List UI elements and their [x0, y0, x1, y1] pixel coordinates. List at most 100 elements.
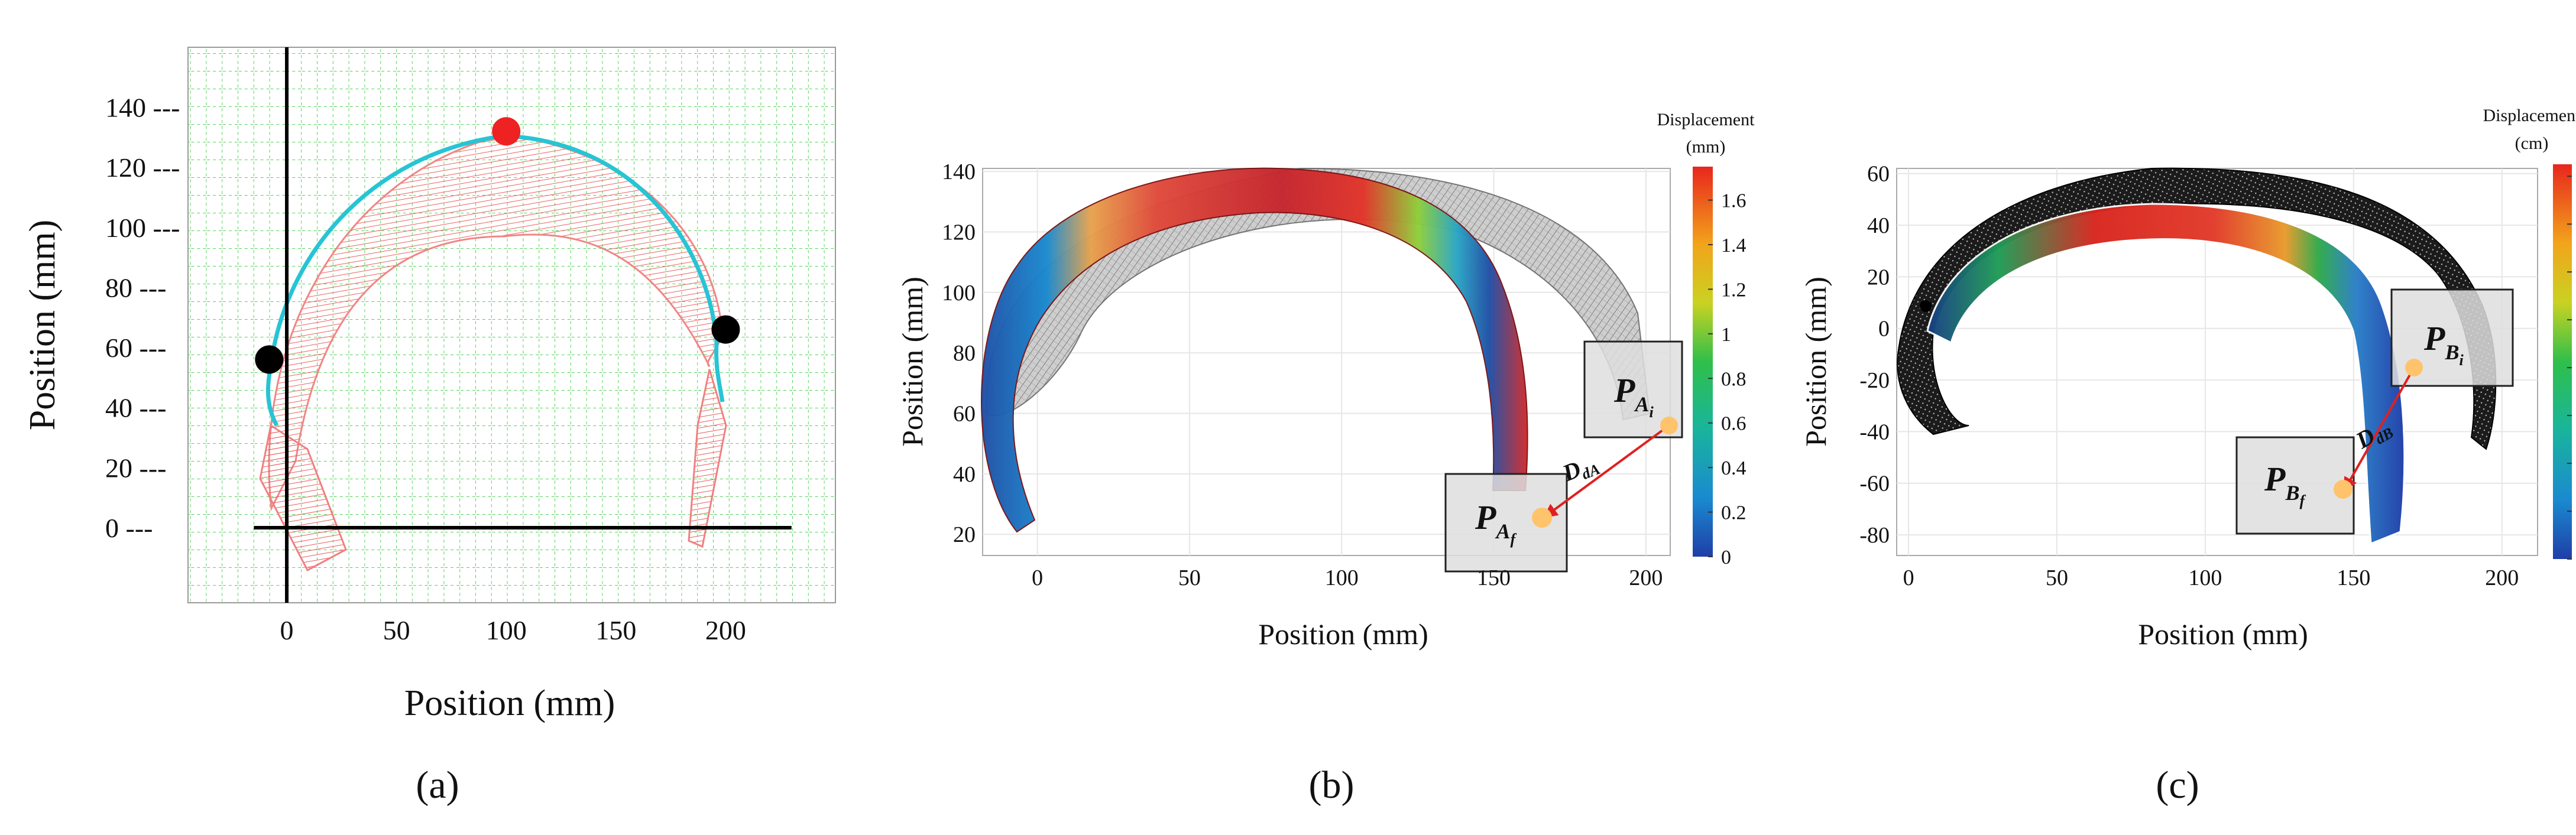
panel-b-cbar-unit: (mm)	[1686, 137, 1726, 157]
panel-b-ytick-label: 20	[953, 522, 976, 547]
panel-b-xtick-label: 100	[1325, 566, 1359, 590]
panel-b-xtick-label: 0	[1032, 566, 1043, 590]
panel-b-paf-p: P	[1475, 498, 1496, 537]
panel-c-ytick-label: -20	[1859, 368, 1890, 393]
panel-b-ytick-label: 140	[942, 160, 976, 184]
panel-c-pbf-p: P	[2264, 460, 2286, 498]
panel-b-cbar-title: Displacement	[1657, 110, 1755, 129]
panel-b-cbar-tick-label: 0	[1721, 547, 1731, 568]
panel-a-left-marker	[255, 345, 284, 374]
panel-a-top-marker	[492, 117, 521, 146]
panel-a-ticks: 0 50 100 150 200 0 --- 20 --- 40 --- 60 --- 80 --…	[105, 93, 746, 645]
panel-a-ytick-label: 20 ---	[105, 453, 166, 483]
panel-b-cbar-tick-label: 1.6	[1721, 190, 1747, 212]
panel-c-ylabel: Position (mm)	[1799, 277, 1832, 447]
panel-b-displacement-arrow	[1543, 424, 1670, 518]
panel-c-ytick-label: -80	[1859, 523, 1890, 548]
panel-b-ytick-label: 60	[953, 401, 976, 426]
panel-c-caption: (c)	[2156, 763, 2199, 807]
panel-a-marks	[254, 47, 792, 603]
panel-c-ytick-label: -40	[1859, 420, 1890, 444]
panel-c-ytick-label: 20	[1867, 265, 1890, 290]
panel-a-left-leg	[259, 424, 347, 572]
panel-a-ylabel: Position (mm)	[22, 220, 63, 431]
panel-a-xtick-label: 200	[705, 615, 746, 645]
panel-a-right-marker	[711, 315, 740, 344]
panel-c-pbi-p: P	[2423, 319, 2445, 358]
panel-b-xlabel: Position (mm)	[1258, 618, 1428, 651]
panel-c-black-point	[1920, 300, 1932, 312]
panel-b-ytick-label: 80	[953, 341, 976, 366]
panel-b-xtick-label: 200	[1629, 566, 1663, 590]
panel-b-caption: (b)	[1309, 763, 1355, 807]
panel-c-xtick-label: 50	[2046, 566, 2068, 590]
panel-c-pbi-point	[2405, 359, 2423, 376]
panel-a-xtick-label: 150	[595, 615, 636, 645]
panel-c-cbar-title: Displacement	[2483, 106, 2576, 125]
panel-b-ytick-label: 120	[942, 220, 976, 245]
panel-b-paf-label: PAf	[1475, 498, 1517, 548]
panel-c-ytick-label: 0	[1878, 317, 1890, 342]
panel-a-ytick-label: 40 ---	[105, 393, 166, 423]
panel-c-colorbar-ticks: 00.020.040.060.080.10.120.140.16	[2567, 176, 2572, 560]
panel-c-pbi-sub: B	[2444, 340, 2459, 364]
panel-b-ylabel: Position (mm)	[896, 277, 929, 447]
panel-c-pbf-label: PBf	[2264, 460, 2306, 509]
panel-c-cbar-unit: (cm)	[2515, 134, 2549, 153]
panel-c: PBi PBf DdB 0 50 100 150 200-80-60-40-200204…	[1799, 106, 2576, 807]
panel-a-ytick-label: 140 ---	[105, 93, 180, 123]
panel-b-cbar-tick-label: 1	[1721, 324, 1731, 346]
panel-b-xtick-label: 50	[1178, 566, 1201, 590]
panel-b-pai-sub: A	[1634, 392, 1649, 416]
panel-b: PAi PAf DdA 0 50 100 150 2002040608010012014…	[896, 110, 1755, 807]
panel-b-cbar-tick-label: 0.8	[1721, 368, 1747, 390]
panel-b-cbar-tick-label: 0.4	[1721, 457, 1747, 479]
panel-b-pai-point	[1660, 417, 1678, 434]
panel-b-pai-label: PAi	[1613, 371, 1654, 421]
panel-a-ytick-label: 80 ---	[105, 272, 166, 303]
panel-c-xtick-label: 100	[2188, 566, 2222, 590]
panel-b-colorbar	[1693, 167, 1713, 557]
panel-c-xtick-label: 0	[1903, 566, 1914, 590]
panel-a-xtick-label: 50	[383, 615, 410, 645]
panel-c-pbf-point	[2334, 480, 2353, 499]
panel-c-ytick-label: 40	[1867, 213, 1890, 238]
panel-b-cbar-tick-label: 0.6	[1721, 413, 1747, 435]
panel-a-ytick-label: 120 ---	[105, 152, 180, 183]
panel-b-paf-sub: A	[1495, 519, 1510, 543]
panel-c-xlabel: Position (mm)	[2138, 618, 2308, 651]
panel-b-cbar-tick-label: 1.2	[1721, 279, 1747, 301]
panel-c-colorbar	[2553, 164, 2572, 559]
panel-b-ytick-label: 40	[953, 462, 976, 487]
panel-b-paf-point	[1532, 508, 1552, 528]
panel-c-pbf-sub: B	[2285, 481, 2299, 505]
panel-c-deformed-shape	[1926, 203, 2406, 545]
panel-c-pbf-subsub: f	[2299, 492, 2306, 509]
panel-c-displacement-arrow	[2343, 367, 2415, 492]
panel-c-ytick-label: 60	[1867, 162, 1890, 187]
panel-b-pai-p: P	[1613, 371, 1635, 410]
panel-a-outer-contour	[268, 134, 725, 402]
panel-b-cbar-tick-label: 0.2	[1721, 502, 1747, 524]
panel-c-ticks: 0 50 100 150 200 -80 -60 -40 -20 0 20 40 60	[1859, 162, 2519, 590]
panel-a-xtick-label: 100	[486, 615, 527, 645]
panel-b-ticks: 0 50 100 150 200 20 40 60 80 100 120 140	[942, 160, 1663, 590]
panel-c-pbf-box	[2235, 436, 2355, 535]
panel-a-arch-band	[268, 134, 724, 512]
panel-b-colorbar-ticks: 0 0.2 0.4 0.6 0.8 1 1.2 1.4 1.6	[1708, 190, 1747, 568]
panel-a-caption: (a)	[416, 763, 459, 807]
panel-b-pai-subsub: i	[1649, 404, 1654, 421]
panel-a-ytick-label: 0 ---	[105, 513, 153, 543]
panel-b-ytick-label: 100	[942, 281, 976, 306]
panel-c-xtick-label: 200	[2485, 566, 2519, 590]
panel-a-xtick-label: 0	[280, 615, 294, 645]
panel-b-paf-subsub: f	[1510, 531, 1517, 548]
panel-a-right-leg	[688, 369, 727, 548]
panel-a-ytick-label: 100 ---	[105, 213, 180, 243]
panel-b-xtick-label: 150	[1477, 566, 1511, 590]
panel-c-pbi-subsub: i	[2459, 352, 2464, 369]
panel-c-pbi-label: PBi	[2423, 319, 2464, 369]
panel-a: 0 50 100 150 200 0 --- 20 --- 40 --- 60 --- 80 --…	[22, 47, 836, 807]
panel-c-ytick-label: -60	[1859, 472, 1890, 496]
